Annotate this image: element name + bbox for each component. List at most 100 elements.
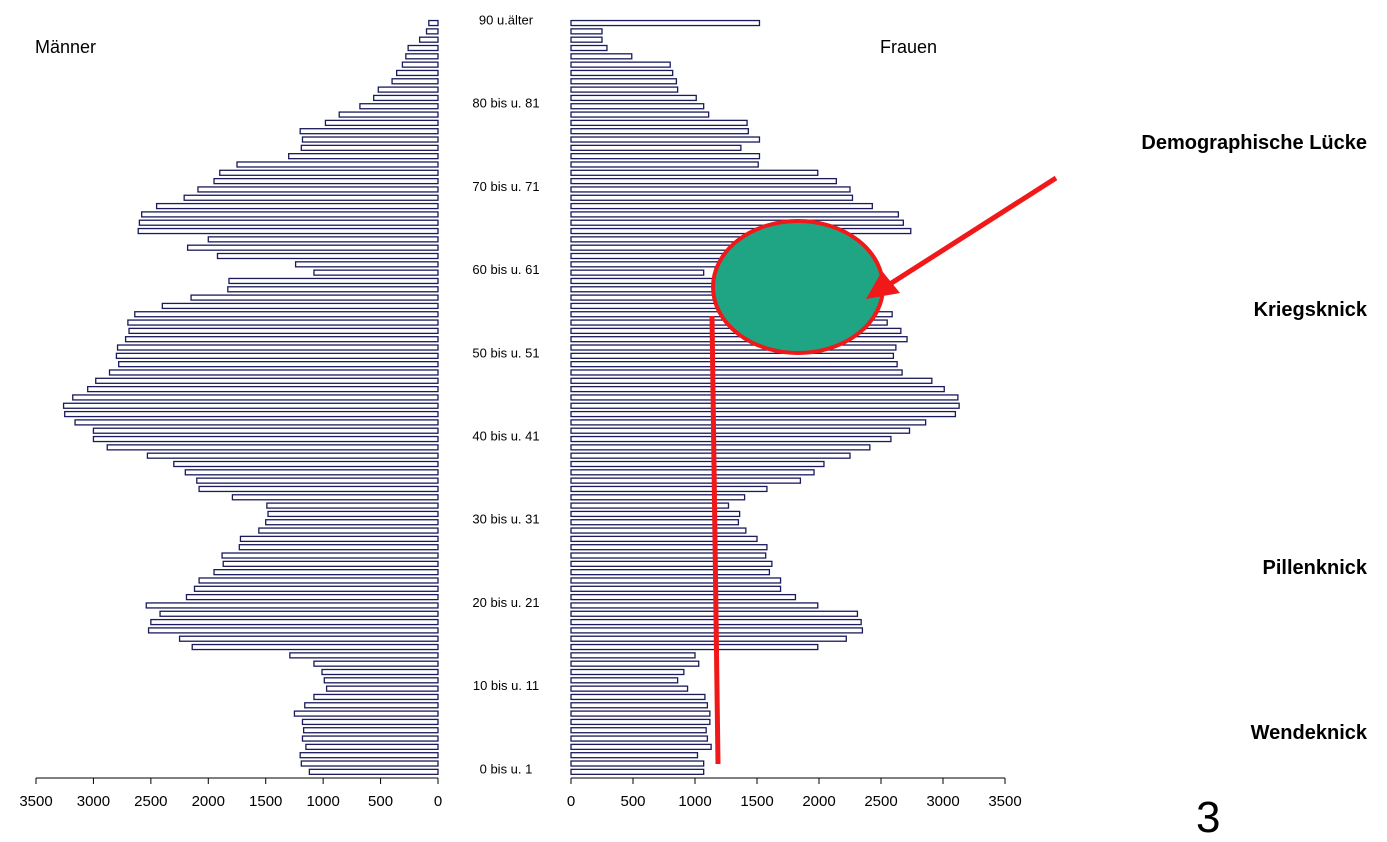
female-bar-age-11 xyxy=(570,677,679,684)
male-bar-age-38 xyxy=(146,452,439,459)
male-bar-age-9 xyxy=(313,693,439,701)
male-bar-age-37 xyxy=(173,460,439,468)
male-bar-age-66 xyxy=(138,219,439,226)
female-bar-age-50 xyxy=(570,352,895,359)
male-bar-age-53 xyxy=(128,327,439,335)
female-bar-age-30 xyxy=(570,519,740,526)
male-bar-age-5 xyxy=(302,727,439,734)
male-bar-age-79 xyxy=(338,111,439,118)
page-number: 3 xyxy=(1196,793,1221,842)
male-bar-age-31 xyxy=(267,510,439,518)
female-bar-age-23 xyxy=(570,577,782,584)
female-bar-age-20 xyxy=(570,602,819,609)
male-bar-age-51 xyxy=(116,344,439,351)
male-bar-age-57 xyxy=(190,294,439,301)
male-bar-age-64 xyxy=(207,236,439,243)
male-bar-age-10 xyxy=(325,685,439,692)
female-bar-age-80 xyxy=(570,103,705,110)
male-bar-age-33 xyxy=(231,494,439,501)
female-bar-age-82 xyxy=(570,86,679,93)
male-bar-age-70 xyxy=(197,186,439,193)
female-bar-age-90 xyxy=(570,19,761,27)
female-bar-age-83 xyxy=(570,78,678,85)
female-bar-age-39 xyxy=(570,444,871,451)
female-bar-age-45 xyxy=(570,394,959,401)
male-bar-age-52 xyxy=(124,336,439,343)
male-bar-age-0 xyxy=(308,768,439,775)
female-bar-age-26 xyxy=(570,552,767,559)
right-x-tick-label-3500: 3500 xyxy=(988,793,1021,810)
male-bar-age-11 xyxy=(323,677,439,684)
right-x-tick-label-500: 500 xyxy=(620,793,645,810)
left-x-tick-label-2000: 2000 xyxy=(192,793,225,810)
male-bar-age-81 xyxy=(373,94,439,102)
female-bar-age-88 xyxy=(570,36,603,43)
female-bar-age-69 xyxy=(570,194,854,201)
female-bar-age-47 xyxy=(570,377,933,384)
reunification-kink-annotation: Wendeknick xyxy=(1250,722,1367,744)
female-bar-age-41 xyxy=(570,427,911,434)
male-bar-age-47 xyxy=(95,377,439,384)
male-bar-age-45 xyxy=(72,394,439,401)
male-bar-age-61 xyxy=(294,261,439,268)
female-bar-age-4 xyxy=(570,735,709,742)
male-bar-age-40 xyxy=(92,435,439,443)
war-kink-highlight-ellipse xyxy=(711,219,885,355)
female-bar-age-77 xyxy=(570,128,749,135)
female-bar-age-31 xyxy=(570,510,741,518)
highlight-group xyxy=(711,219,885,355)
male-bar-age-24 xyxy=(213,569,439,576)
male-bar-age-68 xyxy=(155,202,439,210)
male-bar-age-67 xyxy=(141,211,439,218)
male-bar-age-88 xyxy=(418,36,439,43)
male-bar-age-46 xyxy=(87,385,439,393)
male-bar-age-8 xyxy=(304,702,439,709)
male-bar-age-17 xyxy=(147,627,439,634)
male-bar-age-22 xyxy=(193,585,439,592)
female-bar-age-34 xyxy=(570,485,768,493)
axes-group: 3500 3000 2500 2000 1500 1000 500 0 0 500 1000 1500… xyxy=(19,777,1022,810)
male-bar-age-69 xyxy=(183,194,439,201)
female-bar-age-65 xyxy=(570,227,912,235)
female-bar-age-29 xyxy=(570,527,747,534)
female-bar-age-13 xyxy=(570,660,700,667)
female-bar-age-75 xyxy=(570,144,742,151)
male-bar-age-28 xyxy=(239,535,439,543)
female-bar-age-79 xyxy=(570,111,710,118)
male-bar-age-26 xyxy=(221,552,439,559)
male-bar-age-86 xyxy=(405,53,439,60)
right-x-tick-label-2000: 2000 xyxy=(802,793,835,810)
female-bar-age-5 xyxy=(570,727,707,734)
demographic-gap-annotation: Demographische Lücke xyxy=(1141,132,1367,154)
right-x-tick-label-1500: 1500 xyxy=(740,793,773,810)
female-bar-age-3 xyxy=(570,743,712,751)
male-bar-age-19 xyxy=(159,610,439,617)
male-bar-age-15 xyxy=(191,643,439,651)
male-bar-age-55 xyxy=(134,311,439,318)
male-bar-age-29 xyxy=(258,527,439,534)
female-bar-age-46 xyxy=(570,385,945,393)
female-bar-age-27 xyxy=(570,544,768,551)
female-bar-age-60 xyxy=(570,269,705,276)
age-labels-group: 0 bis u. 1 10 bis u. 11 20 bis u. 21 30 bis… xyxy=(472,13,539,777)
male-bar-age-30 xyxy=(265,519,439,526)
male-bar-age-74 xyxy=(288,153,439,160)
male-bar-age-84 xyxy=(396,69,439,77)
female-bar-age-14 xyxy=(570,652,696,659)
male-bar-age-1 xyxy=(300,760,439,767)
female-bar-age-0 xyxy=(570,768,705,775)
male-bar-age-44 xyxy=(62,402,439,409)
age-label-20: 20 bis u. 21 xyxy=(472,595,539,610)
female-bar-age-32 xyxy=(570,502,730,509)
male-bar-age-12 xyxy=(321,668,439,676)
male-bar-age-77 xyxy=(299,128,439,135)
female-bar-age-24 xyxy=(570,569,771,576)
population-pyramid-chart: 3500 3000 2500 2000 1500 1000 500 0 0 500 1000 1500… xyxy=(19,13,1058,810)
female-bar-age-15 xyxy=(570,643,819,651)
male-bar-age-4 xyxy=(301,735,439,742)
female-bar-age-16 xyxy=(570,635,847,642)
demographic-gap-arrow-shaft xyxy=(888,175,1058,287)
male-bar-age-21 xyxy=(185,593,439,601)
male-bar-age-82 xyxy=(377,86,439,93)
female-bar-age-21 xyxy=(570,593,797,601)
